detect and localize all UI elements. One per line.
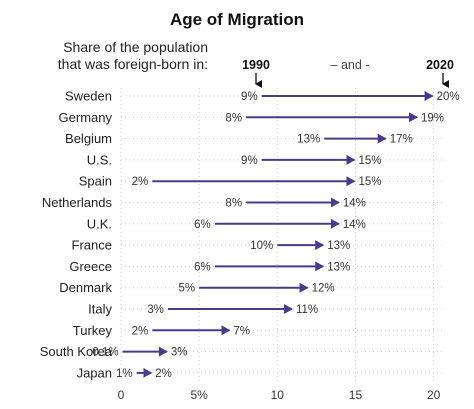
x-axis: 0 5% 10 15 20: [118, 388, 441, 402]
end-value-label: 11%: [296, 304, 318, 316]
end-value-label: 20%: [437, 91, 460, 103]
end-value-label: 13%: [327, 261, 350, 273]
x-tick-label: 15: [349, 388, 363, 402]
end-value-label: 15%: [358, 155, 381, 167]
start-value-label: 8%: [225, 112, 242, 124]
end-value-label: 14%: [343, 219, 366, 231]
x-tick-label: 5%: [190, 388, 208, 402]
end-value-label: 7%: [233, 325, 250, 337]
x-tick-label: 20: [427, 388, 441, 402]
start-value-label: 2%: [132, 176, 149, 188]
connector-label: – and -: [331, 58, 370, 72]
end-value-label: 14%: [343, 198, 366, 210]
x-tick-label: 10: [271, 388, 285, 402]
start-value-label: 10%: [250, 240, 273, 252]
end-value-label: 12%: [312, 283, 335, 295]
start-value-label: 13%: [297, 134, 320, 146]
country-label: U.S.: [87, 152, 112, 167]
country-label: Turkey: [73, 323, 113, 338]
rows: Sweden 9% 20% Germany 8% 19% Belgium 13% 17% U.S.…: [40, 89, 460, 381]
start-value-label: 0.1%: [92, 347, 118, 359]
country-label: Belgium: [65, 131, 112, 146]
country-label: Netherlands: [42, 195, 113, 210]
country-label: Italy: [88, 302, 112, 317]
x-tick-label: 0: [118, 388, 125, 402]
end-value-label: 17%: [390, 134, 413, 146]
start-value-label: 6%: [194, 261, 211, 273]
start-value-label: 9%: [241, 155, 258, 167]
country-label: Germany: [59, 110, 113, 125]
country-label: Japan: [77, 365, 112, 380]
end-value-label: 15%: [358, 176, 381, 188]
country-label: Denmark: [59, 280, 112, 295]
country-label: South Korea: [40, 344, 113, 359]
start-value-label: 1%: [116, 368, 133, 380]
start-value-label: 8%: [225, 198, 242, 210]
end-value-label: 2%: [155, 368, 172, 380]
country-label: Greece: [69, 259, 112, 274]
start-value-label: 6%: [194, 219, 211, 231]
end-value-label: 13%: [327, 240, 350, 252]
end-value-label: 3%: [171, 347, 188, 359]
start-value-label: 9%: [241, 91, 258, 103]
country-label: Spain: [79, 174, 112, 189]
start-value-label: 3%: [147, 304, 164, 316]
subtitle-line-1: Share of the population: [63, 39, 208, 55]
end-year-label: 2020: [426, 58, 454, 72]
start-year-label: 1990: [242, 58, 270, 72]
start-value-label: 5%: [179, 283, 196, 295]
country-label: U.K.: [87, 216, 112, 231]
end-value-label: 19%: [421, 112, 444, 124]
country-label: France: [72, 238, 112, 253]
subtitle-line-2: that was foreign-born in:: [58, 56, 208, 72]
start-value-label: 2%: [132, 325, 149, 337]
country-label: Sweden: [65, 89, 112, 104]
chart-title: Age of Migration: [170, 10, 304, 29]
gridlines: [120, 88, 443, 384]
